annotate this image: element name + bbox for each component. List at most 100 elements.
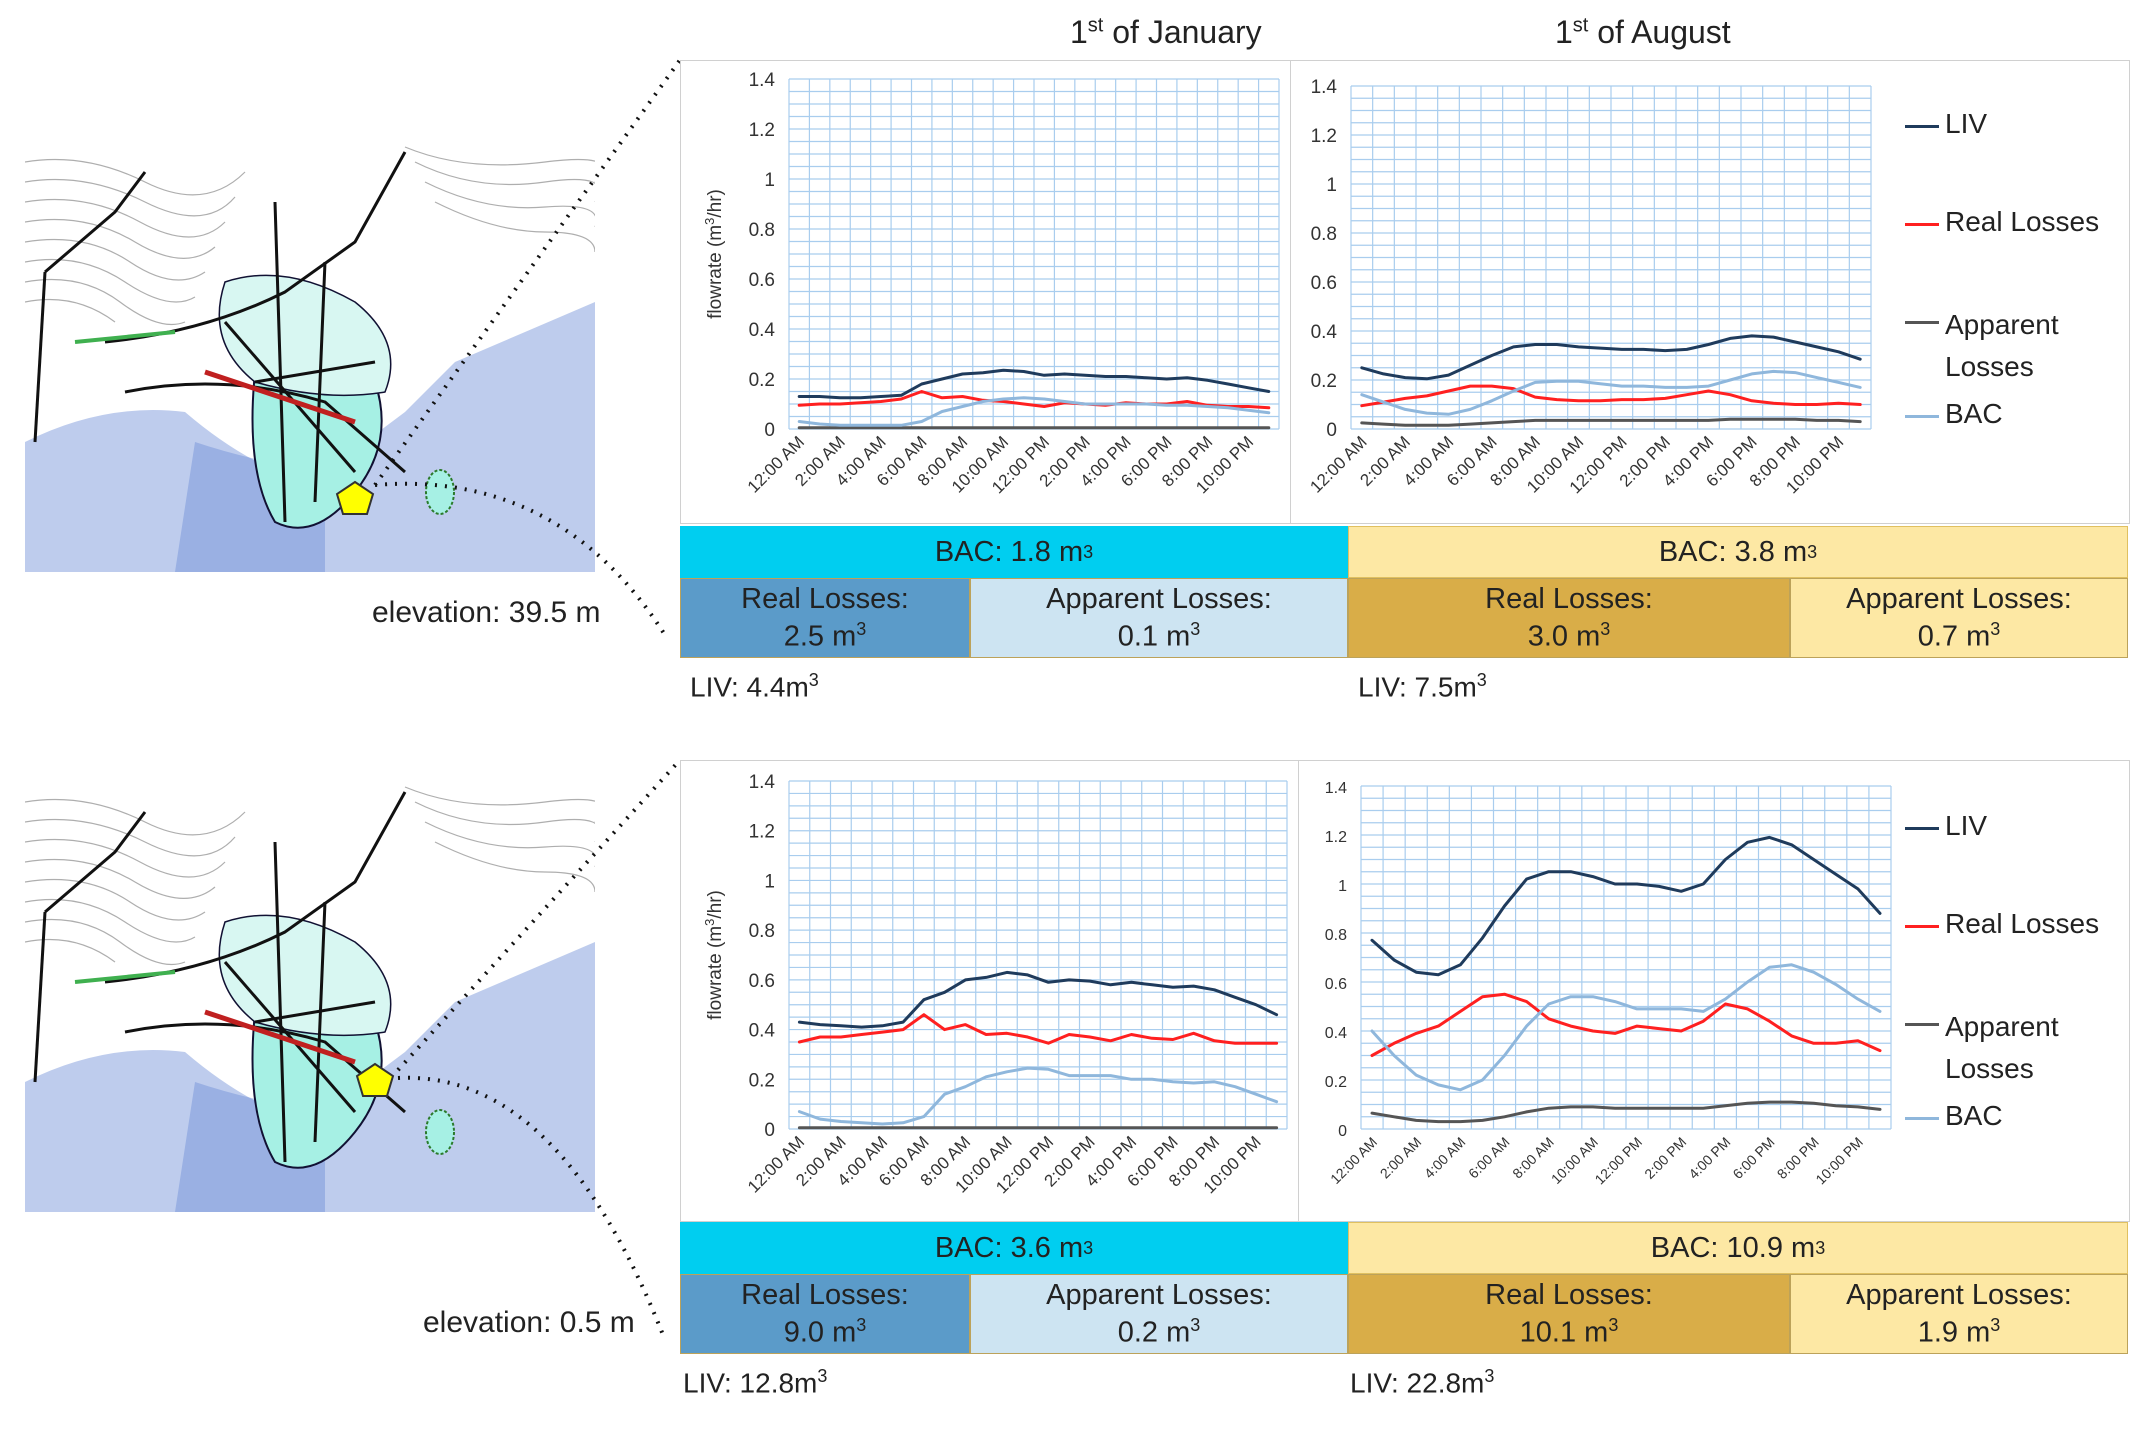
unit-sup: 3 — [1190, 618, 1201, 639]
callout-line-2-bottom — [397, 1075, 667, 1341]
series-line-real-losses — [797, 390, 1271, 410]
y-tick-label: 1.4 — [1325, 780, 1347, 797]
y-axis-label-rest: /hr) — [705, 189, 726, 218]
legend-bac: BAC — [1905, 398, 2003, 430]
grid — [788, 78, 1280, 430]
legend-liv: LIV — [1905, 810, 1987, 842]
y-axis-label-text: flowrate (m — [705, 926, 726, 1020]
y-tick-label: 1.2 — [1311, 126, 1337, 147]
x-tick-label: 6:00 AM — [1465, 1134, 1513, 1182]
y-tick-label: 1 — [1326, 175, 1337, 196]
legend-real-label: Real Losses — [1945, 908, 2100, 939]
x-tick-label: 12:00 AM — [744, 1132, 808, 1196]
legend-bac: BAC — [1905, 1100, 2003, 1132]
jan-title-day: 1 — [1070, 14, 1088, 50]
series-line-bac — [797, 1066, 1279, 1126]
y-tick-label: 0.2 — [1311, 371, 1337, 392]
legend-real: Real Losses — [1905, 908, 2099, 940]
legend-apparent-label-2: Losses — [1945, 1053, 2034, 1084]
y-tick-label: 0 — [764, 1120, 775, 1141]
jan-title-sup: st — [1087, 14, 1104, 37]
legend-row1: LIV Real Losses Apparent Losses BAC — [1905, 108, 2125, 448]
legend-apparent: Apparent Losses — [1905, 1006, 2059, 1090]
y-axis-label: flowrate (m3/hr) — [702, 890, 726, 1020]
legend-bac-label: BAC — [1945, 398, 2003, 429]
aug-title-month: of August — [1588, 14, 1731, 50]
x-tick-label: 4:00 PM — [1685, 1134, 1733, 1182]
aug-real-cell-2: Real Losses: 10.1 m3 — [1348, 1274, 1790, 1354]
legend-liv-swatch — [1905, 125, 1939, 128]
y-tick-label: 1 — [764, 170, 775, 191]
series-line-bac — [797, 396, 1271, 427]
legend-row2: LIV Real Losses Apparent Losses BAC — [1905, 810, 2125, 1150]
aug-liv-text-2: LIV: 22.8m — [1350, 1367, 1485, 1399]
x-tick-label: 10:00 PM — [1812, 1134, 1866, 1188]
jan-real-label-1: Real Losses: — [741, 583, 909, 616]
legend-real: Real Losses — [1905, 206, 2099, 238]
series-line-real-losses — [1370, 992, 1882, 1057]
unit-sup: 3 — [1600, 618, 1611, 639]
unit-sup: 3 — [1990, 618, 2001, 639]
y-axis-label-sup: 3 — [702, 218, 717, 225]
jan-liv-text-1: LIV: 4.4m — [690, 671, 809, 703]
network-map-2 — [25, 782, 595, 1212]
unit-sup: 3 — [1083, 1237, 1094, 1258]
jan-bac-text-1: BAC: 1.8 m — [934, 535, 1084, 568]
jan-apparent-value-2: 0.2 m — [1117, 1316, 1191, 1349]
jan-apparent-value-1: 0.1 m — [1117, 620, 1191, 653]
y-tick-label: 0.6 — [749, 270, 775, 291]
legend-bac-swatch — [1905, 415, 1939, 418]
aug-apparent-value-1: 0.7 m — [1917, 620, 1991, 653]
unit-sup: 3 — [1083, 541, 1094, 562]
legend-apparent-swatch — [1905, 1023, 1939, 1026]
y-tick-label: 1 — [1338, 878, 1347, 895]
series-line-liv — [797, 368, 1271, 400]
legend-liv-label: LIV — [1945, 810, 1988, 841]
y-tick-label: 1.4 — [749, 70, 776, 91]
y-tick-label: 0.2 — [749, 1070, 775, 1091]
aug-liv-text-1: LIV: 7.5m — [1358, 671, 1477, 703]
jan-apparent-cell-2: Apparent Losses: 0.2 m3 — [970, 1274, 1348, 1354]
y-tick-label: 1.2 — [749, 120, 775, 141]
chart-aug-row2: 00.20.40.60.811.21.412:00 AM2:00 AM4:00 … — [1298, 760, 2130, 1222]
jan-liv-text-2: LIV: 12.8m — [683, 1367, 818, 1399]
chart-jan-row1: 0 0.2 0.4 0.6 0.8 1 1.2 1.4 flowrate (m3/hr) 12:0… — [680, 60, 1292, 524]
callout-line-2-top — [396, 758, 682, 1072]
unit-sup: 3 — [1476, 670, 1487, 690]
y-tick-label: 0.8 — [749, 220, 775, 241]
y-tick-label: 0.8 — [1325, 927, 1347, 944]
jan-real-value-1: 2.5 m — [783, 620, 857, 653]
y-tick-label: 0 — [1338, 1123, 1347, 1140]
x-tick-label: 12:00 AM — [744, 432, 808, 496]
unit-sup: 3 — [856, 618, 867, 639]
aug-liv-1: LIV: 7.5m3 — [1358, 670, 1487, 703]
legend-real-swatch — [1905, 223, 1939, 226]
legend-liv-label: LIV — [1945, 108, 1988, 139]
y-tick-label: 0.4 — [749, 320, 776, 341]
unit-sup: 3 — [1484, 1366, 1495, 1386]
aug-title-day: 1 — [1555, 14, 1573, 50]
aug-apparent-value-2: 1.9 m — [1917, 1316, 1991, 1349]
y-tick-label: 0.6 — [749, 971, 775, 992]
unit-sup: 3 — [808, 670, 819, 690]
series-line-liv — [1370, 835, 1882, 977]
grid — [788, 780, 1288, 1130]
y-tick-label: 1.2 — [1325, 829, 1347, 846]
jan-real-value-2: 9.0 m — [783, 1316, 857, 1349]
y-tick-label: 0.4 — [1325, 1025, 1347, 1042]
y-tick-label: 0.2 — [1325, 1074, 1347, 1091]
y-axis-label-text: flowrate (m — [705, 225, 726, 319]
x-tick-label: 2:00 PM — [1641, 1134, 1689, 1182]
legend-bac-swatch — [1905, 1117, 1939, 1120]
x-tick-label: 12:00 PM — [1591, 1134, 1645, 1188]
aug-real-label-1: Real Losses: — [1485, 583, 1653, 616]
y-tick-label: 1.4 — [1311, 77, 1338, 98]
y-tick-label: 1 — [764, 871, 775, 892]
y-tick-label: 0.6 — [1311, 273, 1337, 294]
legend-liv: LIV — [1905, 108, 1987, 140]
aug-real-value-2: 10.1 m — [1519, 1316, 1609, 1349]
y-tick-label: 0 — [764, 420, 775, 441]
jan-liv-1: LIV: 4.4m3 — [690, 670, 819, 703]
y-tick-label: 0.4 — [1311, 322, 1338, 343]
